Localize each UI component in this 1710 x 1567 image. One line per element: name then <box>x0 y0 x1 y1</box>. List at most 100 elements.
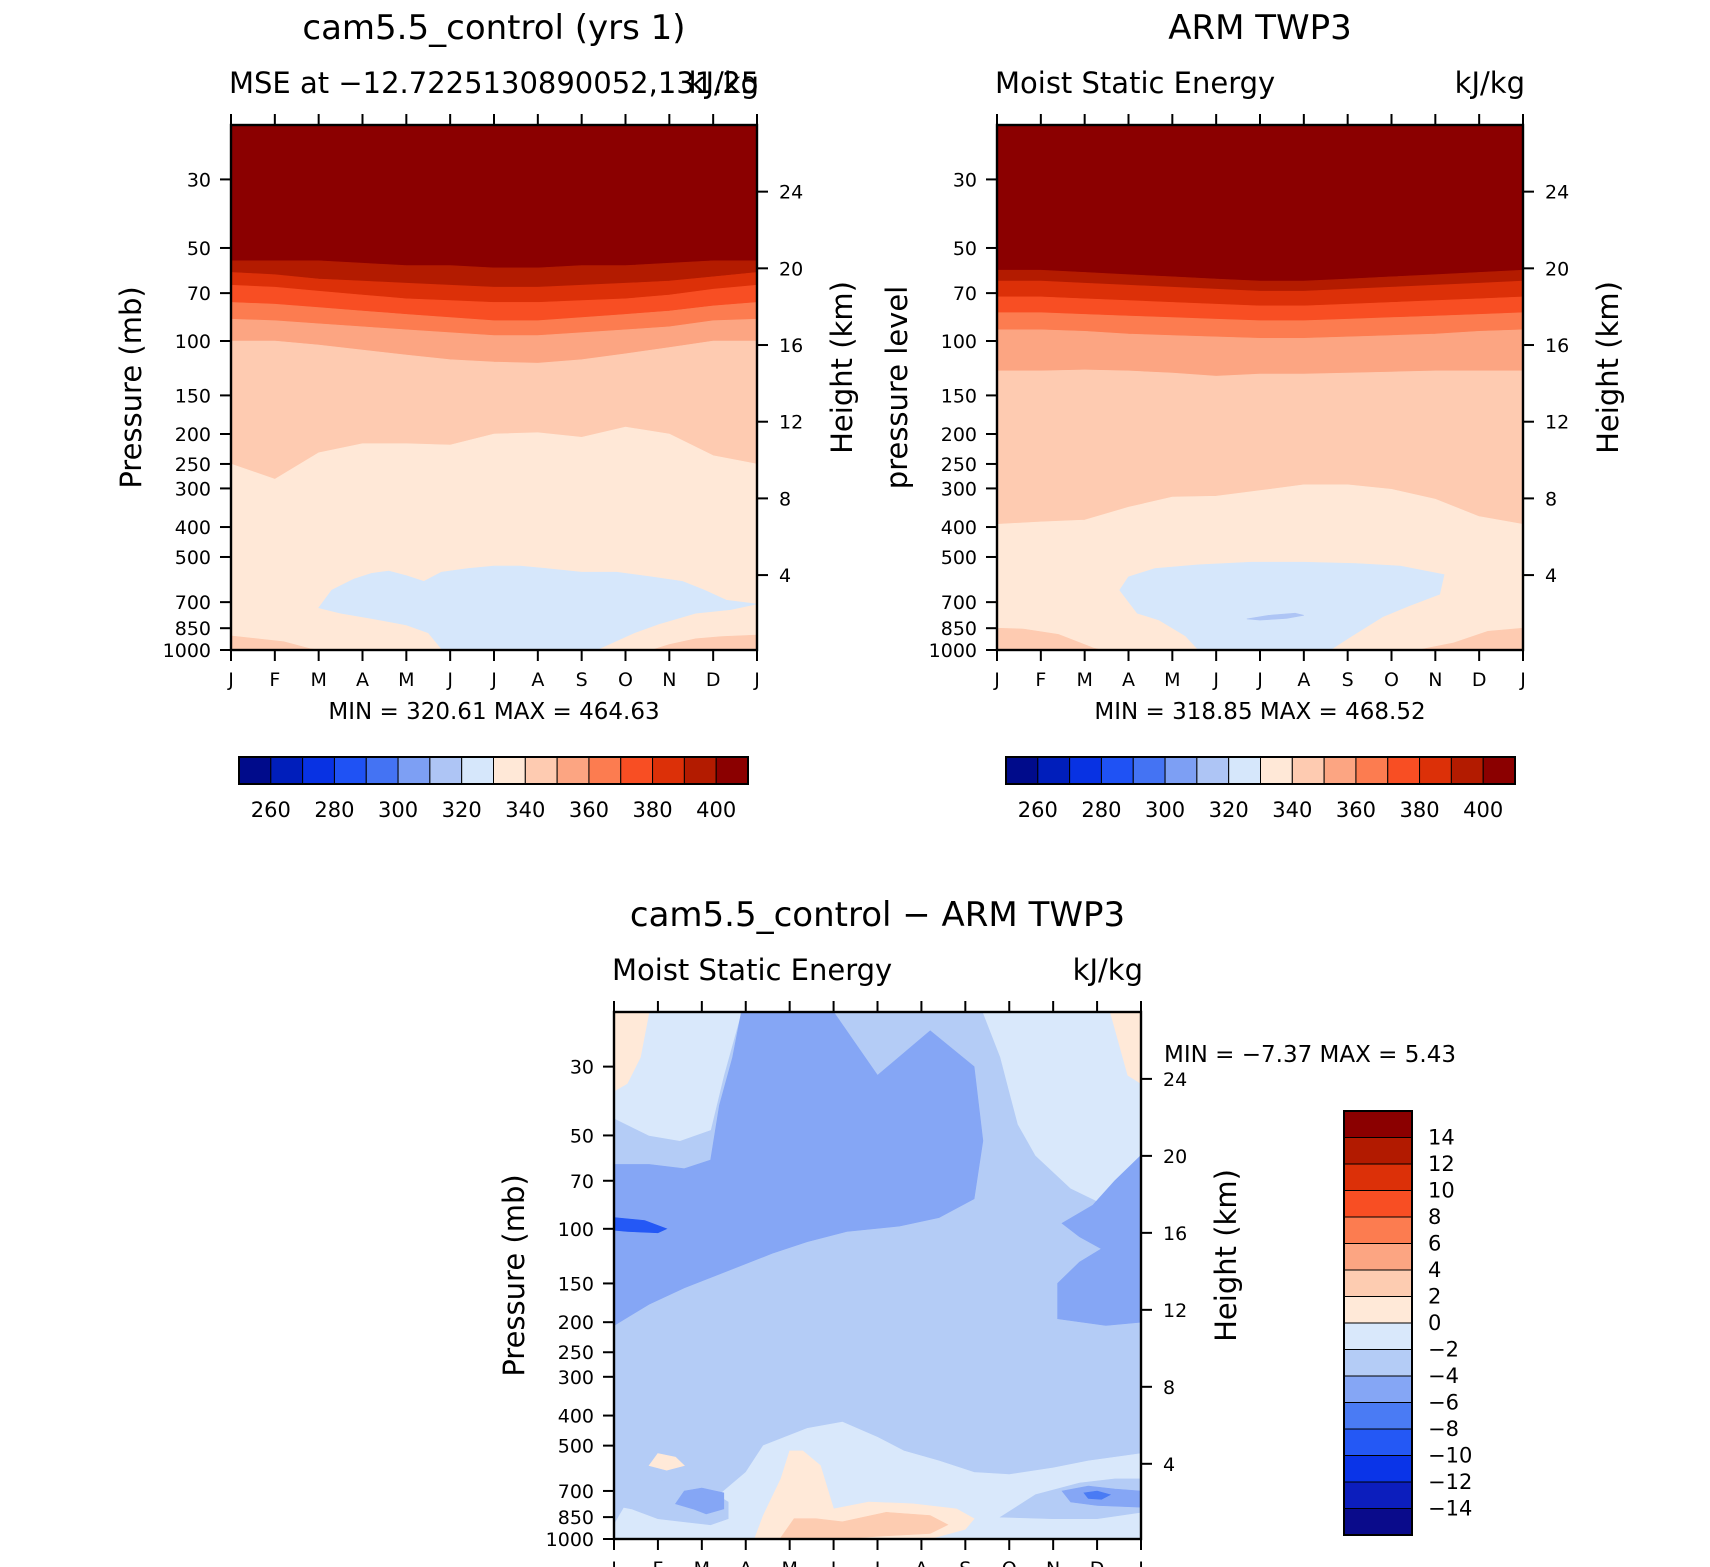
panel1-x-tick-label: J <box>753 669 760 691</box>
panel1-field <box>231 125 757 650</box>
panel1-y-tick-label: 850 <box>175 618 211 640</box>
panel1-contour-band-gt-400 <box>231 125 757 269</box>
panel3-colorbar-label: −10 <box>1428 1444 1472 1468</box>
panel3-x-tick-label: J <box>874 1558 881 1567</box>
panel2-x-tick-label: D <box>1472 669 1487 691</box>
panel2-colorbar-label: 260 <box>1018 798 1058 822</box>
panel1-colorbar-label: 400 <box>696 798 736 822</box>
panel1-colorbar: 260 280 300 320 340 360 380 400 <box>238 756 749 822</box>
panel2-contour-band-340-350-surface <box>1417 627 1523 650</box>
panel3-y-tick-label: 400 <box>558 1406 594 1428</box>
panel3-x-tick-label: J <box>610 1558 617 1567</box>
panel2-height-tick-label: 24 <box>1545 182 1569 204</box>
panel3-ylabel-left: Pressure (mb) <box>497 1174 531 1376</box>
panel2-y-tick-label: 400 <box>941 517 977 539</box>
panel2-y-tick-label: 700 <box>941 592 977 614</box>
panel1-contour-band-340-350-surface <box>651 634 757 650</box>
panel1-subtitle-right: kJ/kg <box>689 66 759 100</box>
panel1-colorbar-swatch <box>588 756 622 785</box>
panel2-x-tick-label: J <box>1519 669 1526 691</box>
panel2-colorbar-swatch <box>1005 756 1039 785</box>
panel3-colorbar-swatch <box>1343 1455 1413 1483</box>
panel2-x-tick-label: A <box>1297 669 1310 691</box>
panel1-colorbar-swatch <box>365 756 399 785</box>
panel1-x-tick-label: J <box>227 669 234 691</box>
panel1-colorbar-swatch <box>524 756 558 785</box>
panel3-x-tick-label: J <box>1137 1558 1144 1567</box>
panel1-y-tick-label: 300 <box>175 478 211 500</box>
panel2-y-tick-label: 70 <box>953 283 977 305</box>
panel3-colorbar-border <box>1343 1110 1413 1536</box>
panel1-colorbar-swatch <box>493 756 526 785</box>
panel2-y-tick-label: 850 <box>941 618 977 640</box>
panel1-ylabel-right: Height (km) <box>825 281 859 454</box>
panel2-y-tick-label: 30 <box>953 169 977 191</box>
panel3-colorbar-swatch <box>1343 1163 1413 1191</box>
panel1-colorbar-swatch <box>620 756 654 785</box>
panel2-x-tick-label: A <box>1122 669 1135 691</box>
panel3-colorbar-swatch <box>1343 1402 1413 1430</box>
panel1-contour-band-340-350-surface <box>231 635 319 650</box>
panel2-title: ARM TWP3 <box>1168 8 1352 48</box>
panel2-contour-band-310-320 <box>1246 612 1304 621</box>
panel2-height-tick-label: 20 <box>1545 258 1569 280</box>
panel2-colorbar-swatch <box>1196 756 1230 785</box>
panel2-colorbar-swatch <box>1387 756 1421 785</box>
panel1-x-tick-label: O <box>618 669 633 691</box>
panel3-x-tick-label: A <box>739 1558 752 1567</box>
panel2-x-tick-label: M <box>1076 669 1092 691</box>
panel2-colorbar: 260 280 300 320 340 360 380 400 <box>1005 756 1516 822</box>
panel3-contour-band-minus8-minus6-right <box>1083 1490 1112 1500</box>
panel2-colorbar-label: 380 <box>1400 798 1440 822</box>
panel1-x-tick-label: F <box>269 669 280 691</box>
panel3-colorbar-swatch <box>1343 1349 1413 1377</box>
panel3-y-tick-label: 850 <box>558 1507 594 1529</box>
panel3-height-tick-label: 8 <box>1163 1377 1175 1399</box>
panel2-colorbar-swatch <box>1228 756 1261 785</box>
panel3-y-tick-label: 150 <box>558 1273 594 1295</box>
panel3-colorbar-label: −2 <box>1428 1338 1459 1362</box>
panel1-colorbar-swatch <box>270 756 304 785</box>
panel1-y-tick-label: 200 <box>175 424 211 446</box>
panel3-colorbar-swatch <box>1343 1190 1413 1218</box>
panel3-x-tick-label: O <box>1002 1558 1017 1567</box>
panel2-y-tick-label: 50 <box>953 238 977 260</box>
panel2-colorbar-swatch <box>1132 756 1166 785</box>
panel3-height-tick-label: 4 <box>1163 1454 1175 1476</box>
panel3-colorbar-swatch <box>1343 1428 1413 1456</box>
panel2-x-tick-label: O <box>1384 669 1399 691</box>
panel2-height-tick-label: 12 <box>1545 412 1569 434</box>
panel2-ylabel-left: pressure level <box>880 286 914 489</box>
panel3-colorbar-swatch <box>1343 1110 1413 1138</box>
panel2-subtitle-left: Moist Static Energy <box>995 66 1275 100</box>
panel2-y-tick-label: 200 <box>941 424 977 446</box>
panel3-contour-band-minus6-minus4-lower <box>675 1487 725 1515</box>
panel2-colorbar-swatch <box>1100 756 1134 785</box>
panel1-colorbar-swatch <box>461 756 494 785</box>
panel2-y-tick-label: 150 <box>941 385 977 407</box>
panel3-x-tick-label: N <box>1046 1558 1060 1567</box>
panel3-colorbar-swatch <box>1343 1508 1413 1536</box>
panel3-colorbar-label: 10 <box>1428 1179 1455 1203</box>
panel1-colorbar-label: 380 <box>633 798 673 822</box>
panel1-subtitle-left: MSE at −12.7225130890052,131.25 <box>229 66 759 100</box>
panel3-height-tick-label: 20 <box>1163 1146 1187 1168</box>
panel1-x-tick-label: S <box>576 669 588 691</box>
panel3-colorbar-label: −6 <box>1428 1391 1459 1415</box>
panel1-y-tick-label: 150 <box>175 385 211 407</box>
panel3-height-tick-label: 24 <box>1163 1069 1187 1091</box>
panel2-height-tick-label: 8 <box>1545 488 1557 510</box>
panel3-y-tick-label: 300 <box>558 1367 594 1389</box>
panel3-colorbar-label: 2 <box>1428 1285 1441 1309</box>
panel2-colorbar-swatch <box>1164 756 1198 785</box>
panel2-x-tick-label: S <box>1342 669 1354 691</box>
panel2-height-tick-label: 16 <box>1545 335 1569 357</box>
panel2-y-tick-label: 1000 <box>929 640 977 662</box>
panel1-colorbar-swatch <box>683 756 717 785</box>
panel3-x-tick-label: S <box>959 1558 971 1567</box>
panel1-x-tick-label: A <box>531 669 544 691</box>
panel3-field <box>614 1012 1141 1539</box>
panel2-min-max: MIN = 318.85 MAX = 468.52 <box>1094 699 1425 725</box>
panel3-min-max: MIN = −7.37 MAX = 5.43 <box>1164 1042 1456 1068</box>
